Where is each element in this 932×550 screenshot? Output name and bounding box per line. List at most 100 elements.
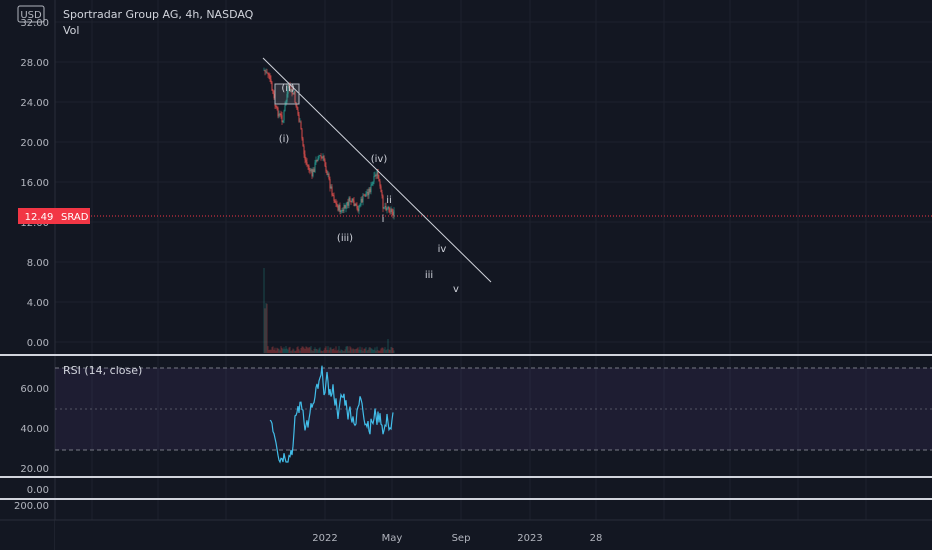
volume-bar — [277, 348, 279, 353]
candle-body — [355, 203, 357, 206]
candle-body — [368, 188, 370, 196]
candle-body — [303, 146, 305, 155]
candle-body — [280, 113, 282, 116]
candle-body — [367, 192, 369, 196]
time-tick: 2023 — [517, 533, 542, 544]
volume-bar — [384, 347, 386, 353]
volume-bar — [387, 339, 389, 353]
volume-bar — [301, 346, 303, 353]
volume-bar — [347, 346, 349, 353]
volume-bar — [317, 350, 319, 353]
symbol-title[interactable]: Sportradar Group AG, 4h, NASDAQ — [63, 8, 254, 21]
candle-body — [312, 169, 314, 177]
candle-body — [382, 195, 384, 209]
volume-bar — [296, 347, 298, 353]
candle-body — [336, 204, 338, 206]
pane-separator[interactable] — [0, 498, 932, 500]
trendline[interactable] — [262, 57, 492, 283]
price-axis[interactable]: 32.00 28.00 24.00 20.00 16.00 12.00 8.00… — [20, 18, 49, 349]
candle-body — [330, 186, 332, 189]
candle-body — [316, 160, 318, 161]
volume-bar — [320, 350, 322, 353]
volume-bar — [348, 350, 350, 353]
time-tick: Sep — [452, 533, 471, 544]
price-tick: 16.00 — [20, 178, 49, 189]
pane-separator[interactable] — [0, 476, 932, 478]
candle-body — [297, 109, 299, 115]
candle-body — [268, 74, 270, 76]
candle-body — [359, 204, 361, 206]
candle-body — [300, 121, 302, 130]
candle-body — [332, 195, 334, 197]
candle-body — [277, 107, 279, 117]
pane-separator[interactable] — [0, 354, 932, 356]
rsi-legend[interactable]: RSI (14, close) — [63, 364, 142, 377]
volume-bar — [385, 350, 387, 353]
candle-body — [370, 185, 372, 193]
volume-bar — [275, 350, 277, 353]
volume-bar — [303, 347, 305, 353]
volume-bar — [378, 350, 380, 353]
volume-bar — [375, 350, 377, 353]
volume-bar — [390, 346, 392, 353]
candle-body — [269, 75, 271, 80]
volume-bar — [326, 349, 328, 353]
time-axis[interactable] — [55, 520, 932, 550]
volume-bar — [340, 349, 342, 353]
wave-label-ii-minor: (ii) — [281, 83, 294, 94]
volume-indicator-label[interactable]: Vol — [63, 24, 79, 37]
volume-bar — [300, 347, 302, 353]
candle-body — [318, 155, 320, 159]
volume-bar — [344, 349, 346, 353]
candle-body — [385, 206, 387, 211]
last-price-tag[interactable]: 12.49 SRAD — [18, 208, 90, 224]
volume-bar — [268, 350, 270, 353]
candle-body — [314, 162, 316, 173]
volume-bar — [298, 349, 300, 353]
candle-body — [265, 71, 267, 73]
candle-body — [366, 192, 368, 194]
candle-body — [354, 203, 356, 206]
indicator-pane-3[interactable]: 0.00 — [27, 485, 49, 496]
volume-bars — [263, 268, 395, 353]
volume-bar — [293, 349, 295, 353]
candle-body — [388, 206, 390, 212]
pane3-tick: 0.00 — [27, 485, 49, 496]
volume-bar — [393, 350, 395, 353]
volume-bar — [333, 348, 335, 353]
time-tick: 28 — [590, 533, 603, 544]
currency-box[interactable] — [17, 5, 45, 23]
candle-body — [296, 105, 298, 110]
candle-body — [390, 209, 392, 212]
volume-bar — [264, 308, 266, 353]
wave-label-iv: iv — [438, 244, 447, 255]
candle-body — [376, 169, 378, 176]
volume-bar — [345, 346, 347, 353]
volume-bar — [291, 350, 293, 353]
candle-body — [340, 210, 342, 213]
volume-bar — [329, 347, 331, 353]
volume-bar — [350, 347, 352, 353]
time-tick: 2022 — [312, 533, 337, 544]
volume-bar — [319, 347, 321, 353]
volume-bar — [302, 346, 304, 353]
candle-body — [334, 200, 336, 203]
volume-bar — [342, 350, 344, 353]
candle-body — [298, 114, 300, 122]
volume-bar — [380, 348, 382, 353]
indicator-pane-4[interactable]: 200.00 — [14, 501, 49, 512]
candle-body — [333, 195, 335, 201]
volume-bar — [359, 346, 361, 353]
price-tick: 28.00 — [20, 58, 49, 69]
wave-label-i: i — [382, 214, 385, 225]
volume-bar — [318, 348, 320, 353]
rectangle-drawing[interactable] — [274, 83, 300, 105]
candle-body — [357, 208, 359, 212]
candle-body — [352, 198, 354, 201]
rsi-pane[interactable]: RSI (14, close) 60.00 40.00 20.00 — [20, 364, 932, 475]
candle-body — [358, 205, 360, 212]
volume-bar — [276, 347, 278, 353]
volume-bar — [374, 347, 376, 353]
